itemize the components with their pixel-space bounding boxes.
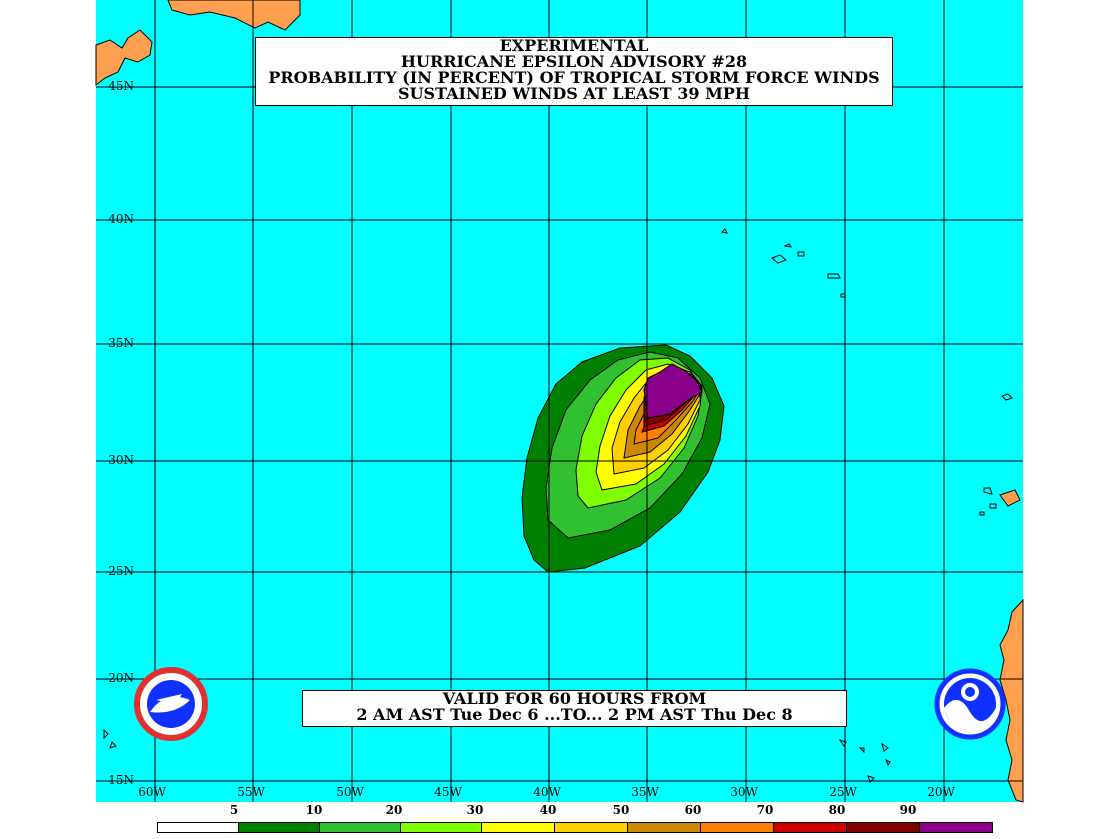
- lat-label-40n: 40N: [108, 212, 134, 226]
- legend-tick-40: 40: [539, 803, 557, 817]
- lat-label-35n: 35N: [108, 336, 134, 350]
- lon-label-40w: 40W: [533, 785, 561, 799]
- lon-label-25w: 25W: [829, 785, 857, 799]
- legend-swatch: [700, 823, 773, 832]
- legend-swatch: [238, 823, 319, 832]
- legend-swatch: [627, 823, 700, 832]
- legend-tick-5: 5: [229, 803, 239, 817]
- lon-label-55w: 55W: [237, 785, 265, 799]
- lat-label-45n: 45N: [108, 79, 134, 93]
- lon-label-45w: 45W: [434, 785, 462, 799]
- noaa-logo-icon: [934, 668, 1006, 740]
- legend-tick-50: 50: [612, 803, 630, 817]
- legend-tick-30: 30: [466, 803, 484, 817]
- title-box: EXPERIMENTAL HURRICANE EPSILON ADVISORY …: [255, 37, 893, 106]
- lat-label-20n: 20N: [108, 671, 134, 685]
- valid-line-2: 2 AM AST Tue Dec 6 ...TO... 2 PM AST Thu…: [356, 705, 793, 724]
- contour-90: [643, 363, 703, 419]
- lon-label-30w: 30W: [730, 785, 758, 799]
- legend-tick-60: 60: [684, 803, 702, 817]
- lon-label-20w: 20W: [927, 785, 955, 799]
- title-line-1: EXPERIMENTAL: [499, 36, 649, 55]
- legend-swatch: [554, 823, 627, 832]
- legend-swatch: [158, 823, 238, 832]
- legend-tick-10: 10: [305, 803, 323, 817]
- legend-swatch: [319, 823, 400, 832]
- lon-label-50w: 50W: [336, 785, 364, 799]
- title-line-3: PROBABILITY (IN PERCENT) OF TROPICAL STO…: [268, 68, 880, 87]
- title-line-4: SUSTAINED WINDS AT LEAST 39 MPH: [398, 84, 750, 103]
- legend-swatch: [919, 823, 992, 832]
- legend-tick-90: 90: [899, 803, 917, 817]
- lat-label-15n: 15N: [108, 773, 134, 787]
- legend-swatch: [400, 823, 481, 832]
- lon-label-35w: 35W: [631, 785, 659, 799]
- legend-swatch: [846, 823, 919, 832]
- lon-label-60w: 60W: [138, 785, 166, 799]
- title-line-2: HURRICANE EPSILON ADVISORY #28: [400, 52, 748, 71]
- legend-swatch: [773, 823, 846, 832]
- lat-label-30n: 30N: [108, 453, 134, 467]
- nws-logo-icon: [134, 667, 208, 741]
- valid-period-box: VALID FOR 60 HOURS FROM 2 AM AST Tue Dec…: [302, 690, 847, 727]
- legend-color-bar: [157, 822, 993, 833]
- legend-tick-80: 80: [828, 803, 846, 817]
- land-masses: [95, 0, 1024, 803]
- legend-tick-70: 70: [756, 803, 774, 817]
- valid-line-1: VALID FOR 60 HOURS FROM: [442, 689, 707, 708]
- graticule: [96, 0, 1023, 802]
- legend-swatch: [481, 823, 554, 832]
- lat-label-25n: 25N: [108, 564, 134, 578]
- probability-contours: [521, 344, 725, 573]
- legend-tick-20: 20: [385, 803, 403, 817]
